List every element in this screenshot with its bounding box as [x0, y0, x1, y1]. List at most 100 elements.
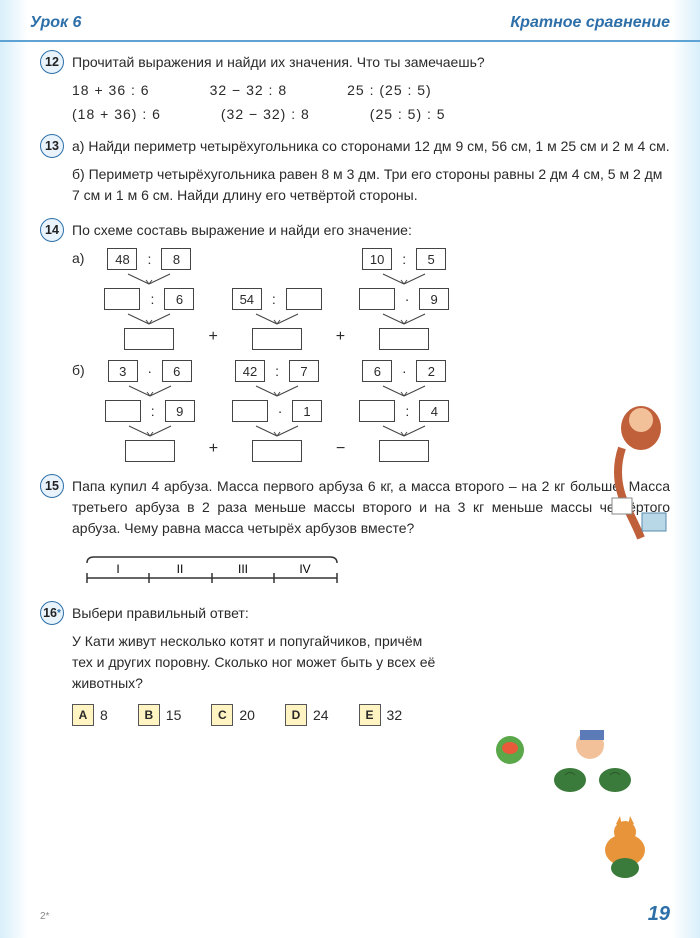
- roman-3: III: [238, 562, 248, 576]
- page-header: Урок 6 Кратное сравнение: [0, 0, 700, 42]
- op: ·: [142, 363, 158, 379]
- answer-e[interactable]: E 32: [359, 704, 403, 726]
- expr-row-1: 18 + 36 : 6 32 − 32 : 8 25 : (25 : 5): [40, 82, 670, 98]
- op: :: [396, 251, 412, 267]
- answer-a[interactable]: A 8: [72, 704, 108, 726]
- task-number-15: 15: [40, 474, 64, 498]
- answer-d[interactable]: D 24: [285, 704, 329, 726]
- box: 48: [107, 248, 137, 270]
- box: 8: [161, 248, 191, 270]
- box: 6: [162, 360, 192, 382]
- task-13b: б) Периметр четырёхугольника равен 8 м 3…: [40, 164, 670, 206]
- op: :: [269, 363, 285, 379]
- roman-1: I: [116, 562, 119, 576]
- task-12: 12 Прочитай выражения и найди их значени…: [40, 52, 670, 122]
- arrows-icon: [119, 384, 181, 398]
- roman-2: II: [177, 562, 184, 576]
- answer-letter: A: [72, 704, 94, 726]
- answer-value: 8: [100, 707, 108, 723]
- box: 7: [289, 360, 319, 382]
- answer-value: 24: [313, 707, 329, 723]
- box: 1: [292, 400, 322, 422]
- arrows-icon: [118, 272, 180, 286]
- expr-1-2: 32 − 32 : 8: [210, 82, 288, 98]
- boy-with-watermelons-illustration: [480, 720, 660, 800]
- expr-2-2: (32 − 32) : 8: [221, 106, 310, 122]
- page-number: 19: [648, 903, 670, 926]
- task-number-16: 16*: [40, 601, 64, 625]
- task-16-question: У Кати живут несколько котят и попугайчи…: [40, 631, 440, 694]
- schema-a-label: а): [72, 250, 84, 266]
- plus-2: +: [336, 328, 345, 346]
- tree-a1: 48 : 8 : 6: [104, 248, 194, 350]
- task-13: 13 а) Найди периметр четырёхугольника со…: [40, 136, 670, 206]
- page-content: 12 Прочитай выражения и найди их значени…: [0, 42, 700, 726]
- bracket-diagram: I II III IV: [72, 551, 352, 589]
- result-box: [124, 328, 174, 350]
- box: 9: [419, 288, 449, 310]
- tree-b3: 6 · 2 : 4: [359, 360, 449, 462]
- tree-a2: 54 :: [232, 248, 322, 350]
- result-box: [379, 440, 429, 462]
- empty-box: [359, 288, 395, 310]
- arrows-icon: [118, 312, 180, 326]
- arrows-icon: [246, 424, 308, 438]
- arrows-icon: [246, 312, 308, 326]
- box: 6: [362, 360, 392, 382]
- plus-1: +: [208, 328, 217, 346]
- result-box: [379, 328, 429, 350]
- task-number-12: 12: [40, 50, 64, 74]
- task-16: 16* Выбери правильный ответ: У Кати живу…: [40, 603, 670, 726]
- tree-a3: 10 : 5 · 9: [359, 248, 449, 350]
- answer-value: 32: [387, 707, 403, 723]
- expr-2-3: (25 : 5) : 5: [370, 106, 446, 122]
- expr-row-2: (18 + 36) : 6 (32 − 32) : 8 (25 : 5) : 5: [40, 106, 670, 122]
- empty-box: [232, 400, 268, 422]
- empty-box: [105, 400, 141, 422]
- box: 54: [232, 288, 262, 310]
- arrows-icon: [373, 272, 435, 286]
- answer-letter: D: [285, 704, 307, 726]
- schema-b-label: б): [72, 362, 85, 378]
- expr-2-1: (18 + 36) : 6: [72, 106, 161, 122]
- monkey-illustration: [602, 378, 680, 548]
- result-box: [125, 440, 175, 462]
- arrows-icon: [373, 312, 435, 326]
- arrows-icon: [373, 384, 435, 398]
- box: 2: [416, 360, 446, 382]
- result-box: [252, 328, 302, 350]
- box: 3: [108, 360, 138, 382]
- box: 6: [164, 288, 194, 310]
- arrows-icon: [373, 424, 435, 438]
- op: ·: [396, 363, 412, 379]
- task-15-text: Папа купил 4 арбуза. Масса первого арбуз…: [72, 476, 670, 539]
- op: :: [141, 251, 157, 267]
- op: :: [145, 403, 161, 419]
- task-12-text: Прочитай выражения и найди их значения. …: [72, 52, 670, 73]
- answer-letter: C: [211, 704, 233, 726]
- expr-1-1: 18 + 36 : 6: [72, 82, 150, 98]
- task-number-13: 13: [40, 134, 64, 158]
- schema-a: а) 48 : 8 : 6 +: [40, 248, 670, 462]
- op: :: [144, 291, 160, 307]
- answer-c[interactable]: C 20: [211, 704, 255, 726]
- empty-box: [359, 400, 395, 422]
- footer-left: 2*: [40, 911, 49, 922]
- topic-label: Кратное сравнение: [510, 14, 670, 32]
- task-14-text: По схеме составь выражение и найди его з…: [72, 220, 670, 241]
- task-13a: а) Найди периметр четырёхугольника со ст…: [72, 136, 670, 157]
- box: 4: [419, 400, 449, 422]
- box: 42: [235, 360, 265, 382]
- answer-b[interactable]: B 15: [138, 704, 182, 726]
- task-15: 15 Папа купил 4 арбуза. Масса первого ар…: [40, 476, 670, 589]
- empty-box: [286, 288, 322, 310]
- op: ·: [399, 291, 415, 307]
- answer-letter: B: [138, 704, 160, 726]
- box: 9: [165, 400, 195, 422]
- op: :: [399, 403, 415, 419]
- minus-b: −: [336, 440, 345, 458]
- plus-b1: +: [209, 440, 218, 458]
- task-number-14: 14: [40, 218, 64, 242]
- tree-b1: 3 · 6 : 9: [105, 360, 195, 462]
- arrows-icon: [119, 424, 181, 438]
